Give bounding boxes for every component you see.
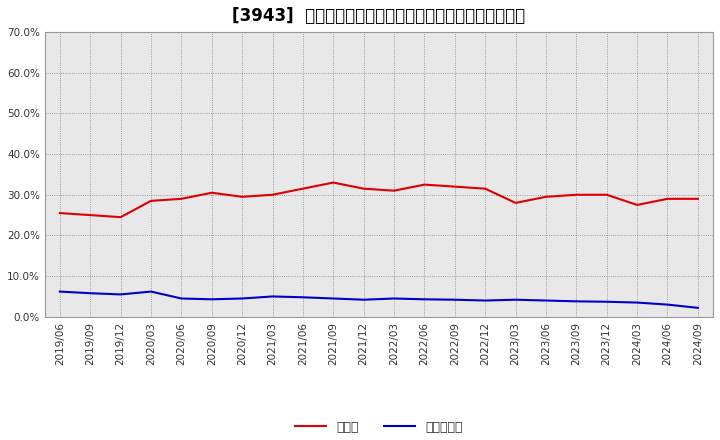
現預金 — [177, 196, 186, 202]
有利子負債 — [147, 289, 156, 294]
有利子負債 — [117, 292, 125, 297]
現預金 — [269, 192, 277, 198]
有利子負債 — [329, 296, 338, 301]
現預金 — [329, 180, 338, 185]
有利子負債 — [390, 296, 398, 301]
Line: 有利子負債: 有利子負債 — [60, 292, 698, 308]
現預金 — [420, 182, 428, 187]
有利子負債 — [269, 294, 277, 299]
有利子負債 — [511, 297, 520, 302]
現預金 — [451, 184, 459, 189]
有利子負債 — [207, 297, 216, 302]
現預金 — [603, 192, 611, 198]
現預金 — [390, 188, 398, 193]
現預金 — [359, 186, 368, 191]
現預金 — [541, 194, 550, 199]
有利子負債 — [633, 300, 642, 305]
有利子負債 — [177, 296, 186, 301]
現預金 — [511, 200, 520, 205]
有利子負債 — [238, 296, 246, 301]
有利子負債 — [55, 289, 64, 294]
現預金 — [481, 186, 490, 191]
有利子負債 — [693, 305, 702, 311]
現預金 — [147, 198, 156, 204]
現預金 — [663, 196, 672, 202]
有利子負債 — [572, 299, 580, 304]
現預金 — [633, 202, 642, 208]
有利子負債 — [420, 297, 428, 302]
有利子負債 — [451, 297, 459, 302]
現預金 — [572, 192, 580, 198]
有利子負債 — [86, 290, 94, 296]
現預金 — [207, 190, 216, 195]
Line: 現預金: 現預金 — [60, 183, 698, 217]
有利子負債 — [541, 298, 550, 303]
有利子負債 — [359, 297, 368, 302]
現預金 — [55, 210, 64, 216]
現預金 — [86, 213, 94, 218]
Title: [3943]  現預金、有利子負債の総資産に対する比率の推移: [3943] 現預金、有利子負債の総資産に対する比率の推移 — [233, 7, 526, 25]
現預金 — [117, 214, 125, 220]
Legend: 現預金, 有利子負債: 現預金, 有利子負債 — [290, 416, 467, 439]
有利子負債 — [603, 299, 611, 304]
現預金 — [299, 186, 307, 191]
有利子負債 — [299, 295, 307, 300]
有利子負債 — [663, 302, 672, 307]
有利子負債 — [481, 298, 490, 303]
現預金 — [238, 194, 246, 199]
現預金 — [693, 196, 702, 202]
